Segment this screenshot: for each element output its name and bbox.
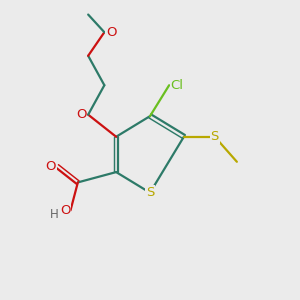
Text: O: O [106, 26, 116, 39]
Text: S: S [146, 186, 154, 199]
Text: H: H [50, 208, 59, 221]
Text: O: O [76, 108, 87, 121]
Text: O: O [45, 160, 56, 173]
Text: O: O [60, 204, 70, 217]
Text: Cl: Cl [171, 79, 184, 92]
Text: S: S [211, 130, 219, 143]
